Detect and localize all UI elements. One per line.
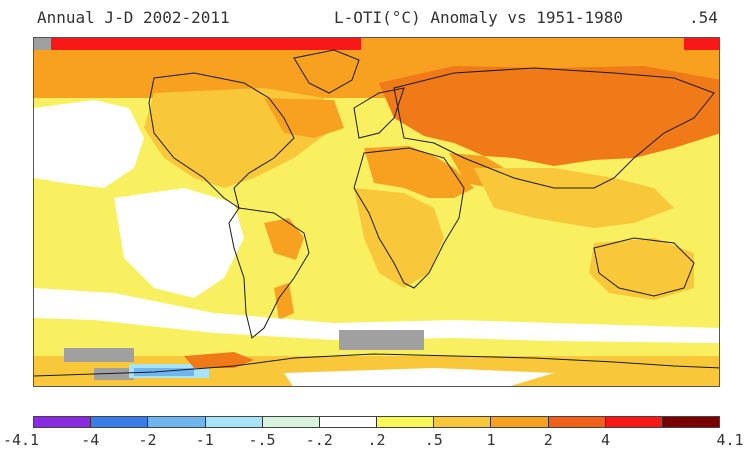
legend-label: .2: [367, 431, 386, 449]
asia-gold: [474, 168, 674, 228]
legend-swatch-6: [319, 417, 378, 427]
southern-ocean-white: [34, 288, 719, 343]
coast-antarctica: [34, 353, 719, 377]
atlantic-orange: [264, 98, 344, 138]
arctic-red-strip: [51, 38, 361, 50]
arctic-red-strip-right: [684, 38, 719, 50]
legend-swatch-5: [262, 417, 320, 427]
no-data-cell-1: [64, 348, 134, 362]
coast-south-america: [228, 207, 310, 339]
legend-label: 1: [486, 431, 496, 449]
sahara-orange: [364, 146, 474, 198]
legend-label: -4.1: [2, 431, 40, 449]
legend-label: -.5: [248, 431, 276, 449]
legend-label: -4: [81, 431, 100, 449]
legend-swatch-4: [205, 417, 263, 427]
north-pacific-white: [34, 100, 144, 188]
legend-label: 2: [543, 431, 553, 449]
global-mean-value: .54: [689, 8, 718, 27]
coast-europe: [353, 87, 405, 139]
legend-swatch-10: [548, 417, 606, 427]
no-data-cell-3: [94, 368, 134, 380]
coast-north-america: [148, 72, 295, 210]
coastlines: [34, 49, 719, 377]
legend-label: 4.1: [716, 431, 744, 449]
legend-label: 4: [600, 431, 611, 449]
south-atlantic-orange: [274, 283, 294, 320]
cold-anomaly-mid: [134, 368, 194, 376]
color-scale-bar: [33, 416, 720, 428]
peninsula-orange: [184, 352, 254, 368]
central-pacific-white: [114, 188, 244, 298]
legend-swatch-9: [491, 417, 549, 427]
no-data-cell: [34, 38, 51, 50]
legend-swatch-12: [662, 417, 720, 427]
legend-swatch-11: [605, 417, 663, 427]
legend-label: -2: [138, 431, 157, 449]
legend-swatch-3: [148, 417, 206, 427]
legend-label: -.2: [305, 431, 333, 449]
coast-australia: [593, 237, 695, 297]
no-data-cell-2: [339, 330, 424, 350]
temperature-anomaly-map: [34, 38, 719, 386]
world-map: [33, 37, 720, 387]
coast-greenland: [293, 49, 360, 94]
australia-gold: [589, 238, 694, 300]
coast-asia: [393, 67, 715, 189]
legend-label: .5: [424, 431, 443, 449]
south-america-orange: [264, 218, 304, 260]
map-subtitle: L-OTI(°C) Anomaly vs 1951-1980: [334, 8, 623, 27]
legend-swatch-1: [34, 417, 92, 427]
africa-gold: [354, 188, 444, 288]
eurasia-dark-orange: [379, 66, 719, 166]
antarctic-white: [284, 368, 554, 386]
coast-africa: [353, 147, 465, 289]
legend-swatch-8: [434, 417, 492, 427]
legend-swatch-2: [91, 417, 149, 427]
legend-swatch-7: [377, 417, 435, 427]
color-scale-labels: -4.1 -4 -2 -1 -.5 -.2 .2 .5 1 2 4 4.1: [0, 431, 754, 451]
map-title: Annual J-D 2002-2011: [37, 8, 230, 27]
legend-label: -1: [195, 431, 214, 449]
